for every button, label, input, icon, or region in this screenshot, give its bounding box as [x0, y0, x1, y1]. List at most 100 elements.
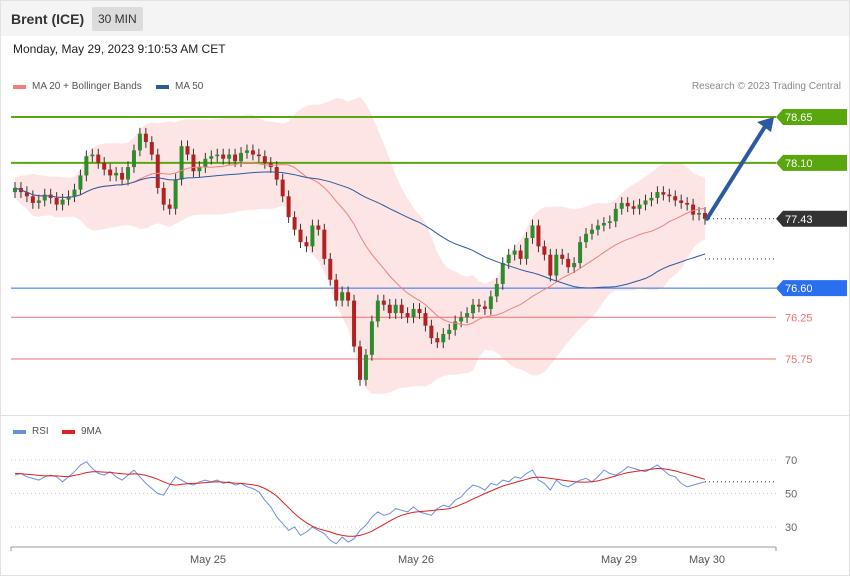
candle [661, 192, 666, 195]
level-label-76.25: 76.25 [785, 312, 813, 324]
candle [471, 304, 476, 314]
candle [36, 200, 41, 203]
timestamp: Monday, May 29, 2023 9:10:53 AM CET [13, 42, 226, 56]
candle [447, 329, 452, 334]
candle [363, 354, 368, 380]
candle [179, 146, 184, 180]
candle [30, 196, 35, 203]
candle [167, 204, 172, 209]
candle [566, 258, 571, 268]
legend-ma20-label: MA 20 + Bollinger Bands [32, 81, 142, 92]
rsi-line [14, 461, 706, 545]
candle [316, 225, 321, 230]
candle [209, 156, 214, 159]
candle [191, 154, 196, 172]
projection-arrow [705, 123, 768, 221]
legend-rsi-ma: 9MA [62, 426, 102, 437]
rsi-tick-30: 30 [785, 522, 797, 534]
timeframe-button[interactable]: 30 MIN [92, 7, 143, 31]
candle [381, 300, 386, 305]
x-tick-label: May 30 [689, 554, 725, 566]
candle [512, 250, 517, 255]
candle [137, 133, 142, 151]
candle [322, 229, 327, 259]
credit-text: Research © 2023 Trading Central [691, 81, 841, 92]
candle [691, 204, 696, 215]
candle [494, 283, 499, 297]
candle [292, 217, 297, 230]
candle [221, 154, 226, 159]
candle [102, 162, 107, 170]
candle [667, 194, 672, 197]
ma50-swatch [156, 84, 169, 89]
candle [578, 242, 583, 264]
candle [42, 194, 47, 201]
candle [423, 313, 428, 326]
candle [369, 321, 374, 355]
candle [518, 250, 523, 259]
ma20-swatch [13, 84, 26, 89]
level-label-78.10: 78.10 [785, 158, 813, 170]
candle [108, 169, 113, 176]
candle [601, 222, 606, 226]
candle [548, 254, 553, 276]
candle [126, 167, 131, 180]
candle [453, 321, 458, 330]
candle [536, 225, 541, 247]
legend-ma20: MA 20 + Bollinger Bands [13, 81, 142, 92]
candle [90, 154, 95, 157]
candle [328, 258, 333, 280]
candle [476, 304, 481, 307]
candle [673, 196, 678, 201]
candle [143, 133, 148, 143]
candle [679, 200, 684, 203]
candle [554, 254, 559, 276]
candle [643, 200, 648, 205]
candle [542, 246, 547, 255]
candle [506, 254, 511, 264]
candle [310, 225, 315, 247]
candle [572, 263, 577, 268]
candle [393, 304, 398, 314]
level-tag-76.60 [776, 280, 847, 297]
legend-ma50-label: MA 50 [175, 81, 204, 92]
candle [649, 197, 654, 201]
legend-rsi-ma-label: 9MA [81, 426, 102, 437]
candles [13, 127, 707, 386]
level-label-77.43: 77.43 [785, 214, 813, 226]
candle [619, 202, 624, 209]
candle [465, 313, 470, 318]
candle [155, 154, 160, 188]
level-tag-78.10 [776, 154, 847, 171]
candle [239, 152, 244, 162]
candle [625, 202, 630, 207]
candle [482, 306, 487, 309]
candle [685, 202, 690, 205]
candle [387, 304, 392, 314]
candle [233, 154, 238, 162]
candle [304, 242, 309, 247]
level-label-75.75: 75.75 [785, 354, 813, 366]
candle [96, 154, 101, 163]
candle [114, 172, 119, 176]
candle [334, 279, 339, 301]
candle [24, 192, 29, 197]
candle [215, 154, 220, 157]
candle [358, 346, 362, 380]
candle [60, 199, 65, 205]
candle [149, 142, 154, 155]
rsi-tick-50: 50 [785, 489, 797, 501]
candle [197, 167, 202, 172]
candle [13, 187, 17, 193]
rsi-swatch [13, 429, 26, 434]
candle [244, 150, 249, 153]
level-label-78.65: 78.65 [785, 112, 813, 124]
legend-rsi-label: RSI [32, 426, 49, 437]
candle [173, 179, 178, 209]
candle [441, 333, 446, 343]
candle [613, 208, 618, 222]
rsi-ma-swatch [62, 429, 75, 434]
candle [161, 187, 166, 205]
candle [375, 300, 380, 322]
